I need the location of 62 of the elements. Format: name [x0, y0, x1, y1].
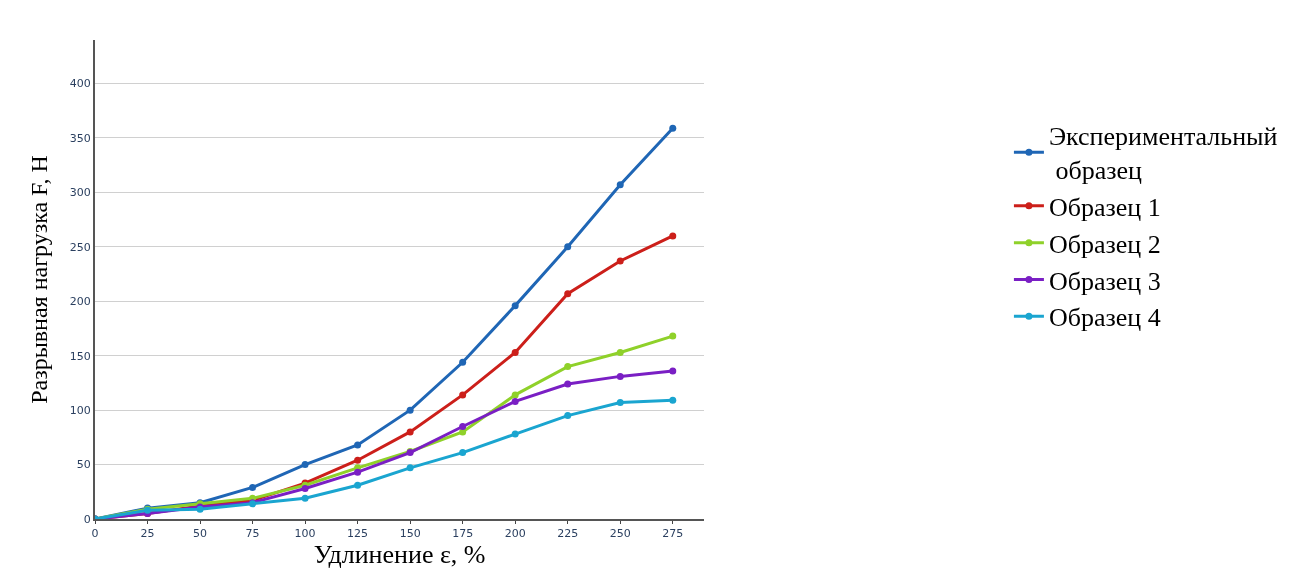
x-tick-label: 275	[662, 527, 684, 541]
x-tick-label: 250	[609, 527, 631, 541]
point	[511, 430, 519, 438]
point	[459, 449, 467, 457]
y-tick-label: 350	[69, 131, 91, 145]
y-tick-label: 50	[76, 458, 91, 472]
point	[564, 363, 572, 371]
point	[354, 468, 362, 476]
x-tick-label: 75	[245, 527, 260, 541]
point	[406, 464, 414, 472]
y-tick-label: 150	[69, 349, 91, 363]
point	[459, 358, 467, 366]
point	[459, 422, 467, 430]
point	[669, 396, 677, 404]
point	[459, 391, 467, 399]
point	[511, 302, 519, 310]
y-tick-label: 200	[69, 295, 91, 309]
point	[511, 391, 519, 399]
point	[616, 348, 624, 356]
x-tick-label: 50	[193, 527, 208, 541]
y-axis-title: Разрывная нагрузка F, Н	[26, 155, 53, 404]
point	[301, 494, 309, 502]
point	[301, 461, 309, 469]
y-tick-label: 0	[83, 512, 91, 526]
point	[616, 399, 624, 407]
point	[616, 257, 624, 265]
legend-label: Образец 3	[1048, 266, 1161, 296]
point	[249, 483, 257, 491]
point	[564, 380, 572, 388]
point	[616, 181, 624, 189]
point	[564, 412, 572, 420]
x-tick-label: 150	[399, 527, 421, 541]
x-tick-label: 25	[140, 527, 155, 541]
y-tick-label: 300	[69, 186, 91, 200]
x-tick-label: 225	[557, 527, 579, 541]
point	[511, 348, 519, 356]
point	[669, 232, 677, 240]
y-tick-label: 400	[69, 77, 91, 91]
point	[354, 441, 362, 449]
legend-label: Экспериментальный образец	[1048, 122, 1278, 186]
point	[564, 290, 572, 298]
point	[406, 406, 414, 414]
legend-label: Образец 4	[1048, 303, 1161, 333]
point	[669, 124, 677, 132]
x-tick-label: 175	[452, 527, 474, 541]
y-tick-label: 100	[69, 403, 91, 417]
point	[354, 456, 362, 464]
x-axis-title: Удлинение ε, %	[313, 540, 486, 570]
point	[616, 372, 624, 380]
x-tick-label: 125	[347, 527, 369, 541]
x-tick-label: 100	[294, 527, 316, 541]
legend-label: Образец 1	[1048, 192, 1161, 222]
point	[406, 428, 414, 436]
point	[511, 397, 519, 405]
x-tick-label: 200	[504, 527, 526, 541]
y-tick-label: 250	[69, 240, 91, 254]
point	[301, 485, 309, 493]
legend-label: Образец 2	[1048, 229, 1161, 259]
point	[354, 481, 362, 489]
point	[564, 243, 572, 251]
point	[669, 332, 677, 340]
point	[669, 367, 677, 375]
